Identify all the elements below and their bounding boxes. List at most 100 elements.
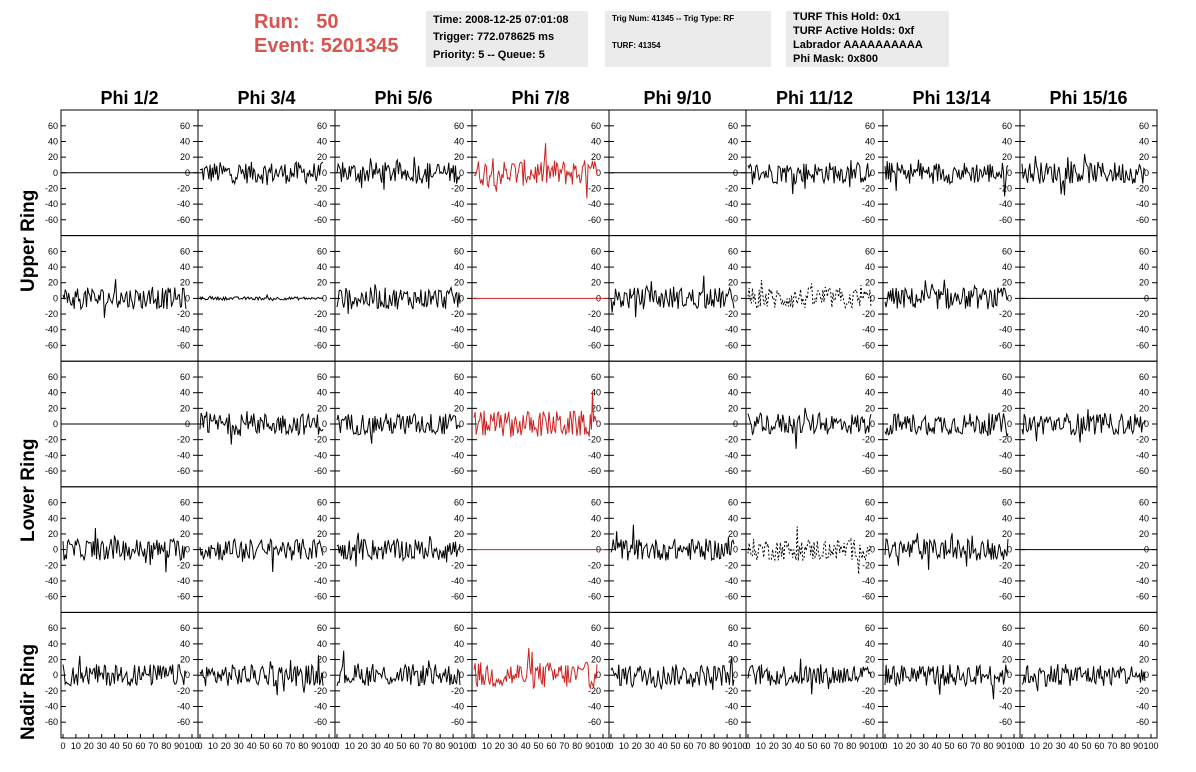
y-tick-label: 20 (317, 278, 327, 288)
y-tick-label: -40 (725, 702, 738, 712)
column-header-phi-1-2: Phi 1/2 (100, 88, 159, 108)
y-tick-label: 60 (728, 121, 738, 131)
y-tick-label: -40 (45, 199, 58, 209)
x-tick-label: 10 (619, 741, 629, 751)
y-tick-label: 40 (48, 388, 58, 398)
x-tick-label: 50 (259, 741, 269, 751)
y-tick-label: -20 (177, 686, 190, 696)
y-tick-label: -60 (588, 215, 601, 225)
x-tick-label: 90 (996, 741, 1006, 751)
y-tick-label: 40 (180, 513, 190, 523)
y-tick-label: 40 (1139, 136, 1149, 146)
waveform-trace (199, 160, 324, 186)
y-tick-label: -20 (725, 560, 738, 570)
x-tick-label: 30 (645, 741, 655, 751)
y-tick-label: 0 (322, 419, 327, 429)
y-tick-label: 40 (591, 262, 601, 272)
y-tick-label: 0 (185, 293, 190, 303)
y-tick-label: -60 (45, 340, 58, 350)
waveform-trace (473, 647, 598, 690)
x-tick-label: 30 (97, 741, 107, 751)
y-tick-label: -20 (862, 435, 875, 445)
y-tick-label: 0 (1007, 168, 1012, 178)
y-tick-label: -40 (45, 702, 58, 712)
waveform-trace (199, 655, 324, 696)
x-tick-label: 70 (1107, 741, 1117, 751)
y-tick-label: -40 (725, 450, 738, 460)
x-tick-label: 90 (585, 741, 595, 751)
y-tick-label: -40 (177, 702, 190, 712)
phi-mask-text: Phi Mask: 0x800 (793, 53, 878, 65)
y-tick-label: -60 (451, 215, 464, 225)
y-tick-label: -40 (725, 199, 738, 209)
y-tick-label: -60 (314, 717, 327, 727)
y-tick-label: 40 (454, 639, 464, 649)
y-tick-label: -40 (451, 325, 464, 335)
waveform-trace (610, 524, 735, 562)
y-tick-label: -60 (999, 717, 1012, 727)
y-tick-label: -60 (177, 340, 190, 350)
column-header-phi-3-4: Phi 3/4 (237, 88, 296, 108)
y-tick-label: 20 (1002, 278, 1012, 288)
y-tick-label: 60 (317, 246, 327, 256)
y-tick-label: 20 (728, 278, 738, 288)
y-tick-label: 0 (1007, 293, 1012, 303)
y-tick-label: 60 (1002, 498, 1012, 508)
y-tick-label: 20 (1002, 152, 1012, 162)
x-tick-label: 0 (1019, 741, 1024, 751)
y-tick-label: -20 (177, 560, 190, 570)
y-tick-label: 0 (870, 168, 875, 178)
y-tick-label: 40 (48, 136, 58, 146)
x-tick-label: 90 (311, 741, 321, 751)
waveform-trace (62, 655, 187, 687)
x-tick-label: 40 (658, 741, 668, 751)
x-tick-label: 100 (595, 741, 610, 751)
column-header-phi-13-14: Phi 13/14 (912, 88, 991, 108)
y-tick-label: -20 (725, 686, 738, 696)
y-tick-label: 60 (48, 246, 58, 256)
x-tick-label: 20 (1043, 741, 1053, 751)
y-tick-label: 0 (322, 168, 327, 178)
y-tick-label: -20 (999, 686, 1012, 696)
y-tick-label: 0 (870, 419, 875, 429)
y-tick-label: 40 (1002, 262, 1012, 272)
y-tick-label: -40 (1136, 450, 1149, 460)
y-tick-label: 20 (180, 529, 190, 539)
y-tick-label: 20 (48, 403, 58, 413)
y-tick-label: 20 (48, 278, 58, 288)
y-tick-label: -60 (999, 592, 1012, 602)
y-tick-label: 60 (1139, 246, 1149, 256)
y-tick-label: 40 (454, 262, 464, 272)
x-tick-label: 60 (957, 741, 967, 751)
labrador-text: Labrador AAAAAAAAAA (793, 39, 923, 51)
y-tick-label: 60 (454, 498, 464, 508)
y-tick-label: 40 (454, 388, 464, 398)
x-tick-label: 0 (334, 741, 339, 751)
y-tick-label: 40 (317, 388, 327, 398)
y-tick-label: -60 (588, 592, 601, 602)
y-tick-label: 20 (48, 152, 58, 162)
y-tick-label: -40 (45, 450, 58, 460)
y-tick-label: 20 (728, 152, 738, 162)
y-tick-label: 20 (591, 529, 601, 539)
y-tick-label: -60 (45, 215, 58, 225)
y-tick-label: -40 (999, 199, 1012, 209)
x-tick-label: 80 (983, 741, 993, 751)
x-tick-label: 70 (970, 741, 980, 751)
x-tick-label: 80 (846, 741, 856, 751)
y-tick-label: -20 (314, 183, 327, 193)
turf-active-holds-text: TURF Active Holds: 0xf (793, 25, 915, 37)
y-tick-label: 60 (1002, 623, 1012, 633)
y-tick-label: 40 (591, 388, 601, 398)
y-tick-label: 40 (1139, 513, 1149, 523)
y-tick-label: 20 (591, 278, 601, 288)
y-tick-label: 40 (591, 639, 601, 649)
waveform-trace (62, 279, 187, 318)
y-tick-label: -60 (725, 717, 738, 727)
x-tick-label: 60 (546, 741, 556, 751)
y-tick-label: 20 (865, 529, 875, 539)
x-tick-label: 0 (471, 741, 476, 751)
y-tick-label: 60 (454, 121, 464, 131)
x-tick-label: 10 (345, 741, 355, 751)
x-tick-label: 20 (358, 741, 368, 751)
